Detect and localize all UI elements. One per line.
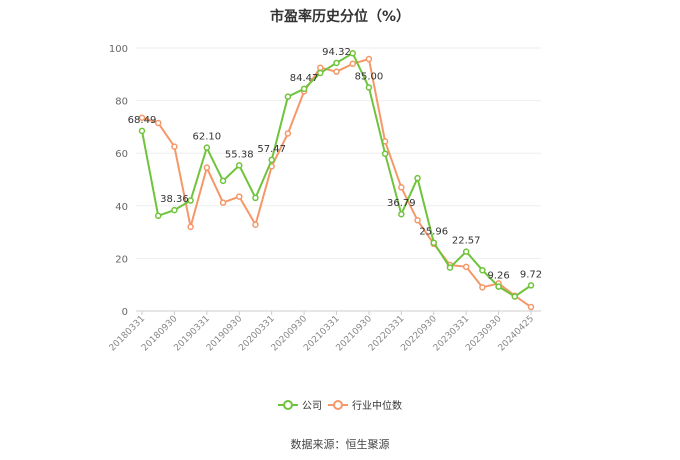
data-point	[187, 197, 194, 204]
data-point	[349, 60, 356, 68]
data-point	[138, 127, 146, 135]
data-label: 85.00	[355, 71, 384, 82]
data-point	[381, 150, 389, 157]
data-point	[333, 68, 340, 75]
legend[interactable]: 公司 行业中位数	[278, 399, 402, 412]
x-tick-label: 20240425	[497, 314, 536, 353]
data-point	[154, 119, 162, 127]
data-point	[252, 221, 259, 228]
data-point	[236, 193, 243, 200]
legend-marker	[333, 400, 343, 410]
data-source: 数据来源：恒生聚源	[290, 438, 390, 451]
data-label: 94.32	[322, 47, 351, 58]
data-point	[154, 212, 162, 220]
data-point	[219, 199, 227, 206]
x-axis: 2018033120180930201903312019093020200331…	[108, 311, 536, 354]
data-point	[138, 114, 146, 121]
data-point	[284, 130, 292, 137]
legend-label: 公司	[302, 401, 322, 412]
grid-lines	[136, 47, 541, 312]
y-tick-label: 60	[115, 149, 128, 160]
data-point	[171, 206, 178, 214]
series-line	[141, 57, 532, 308]
data-point	[511, 293, 519, 300]
series-line	[141, 51, 532, 298]
data-point	[333, 59, 340, 67]
data-point	[236, 162, 243, 169]
data-point	[171, 143, 178, 150]
data-point	[300, 85, 308, 93]
data-point	[446, 264, 454, 271]
data-point	[203, 144, 211, 151]
y-tick-label: 80	[115, 97, 128, 108]
data-point	[527, 303, 535, 311]
data-point	[398, 210, 405, 218]
data-point	[284, 93, 292, 100]
y-axis-ticks: 0 20 40 60 80 100	[109, 44, 128, 318]
data-point	[527, 282, 535, 289]
data-label: 84.47	[290, 73, 319, 84]
chart-title: 市盈率历史分位（%）	[269, 9, 411, 25]
data-point	[203, 164, 211, 171]
data-point	[349, 50, 356, 57]
y-tick-label: 20	[115, 254, 128, 265]
data-point	[462, 248, 470, 255]
data-label: 25.96	[419, 227, 448, 238]
data-label: 55.38	[225, 149, 254, 160]
data-point	[252, 194, 259, 202]
data-point	[462, 263, 470, 271]
y-tick-label: 40	[115, 202, 128, 213]
data-point	[398, 184, 405, 191]
data-point	[219, 177, 227, 185]
y-tick-label: 100	[109, 44, 128, 55]
data-point	[414, 217, 421, 224]
data-point	[414, 174, 421, 182]
legend-marker	[283, 400, 293, 410]
series-lines	[138, 50, 535, 311]
data-label: 68.49	[128, 115, 157, 126]
data-point	[268, 156, 275, 164]
data-point	[365, 84, 373, 91]
data-label: 36.79	[387, 198, 416, 209]
data-label: 57.47	[257, 144, 286, 155]
data-point	[187, 223, 194, 231]
data-point	[317, 64, 324, 71]
data-point	[495, 283, 502, 290]
data-point	[365, 55, 373, 63]
data-point	[317, 69, 324, 77]
data-label: 22.57	[452, 236, 481, 247]
data-label: 62.10	[193, 132, 222, 143]
data-label: 9.26	[487, 271, 509, 282]
data-label: 9.72	[520, 269, 542, 280]
y-tick-label: 0	[122, 307, 128, 318]
data-point	[479, 266, 486, 274]
legend-label: 行业中位数	[352, 399, 402, 412]
data-point	[479, 284, 486, 291]
data-point	[430, 239, 437, 246]
data-label: 38.36	[160, 194, 189, 205]
